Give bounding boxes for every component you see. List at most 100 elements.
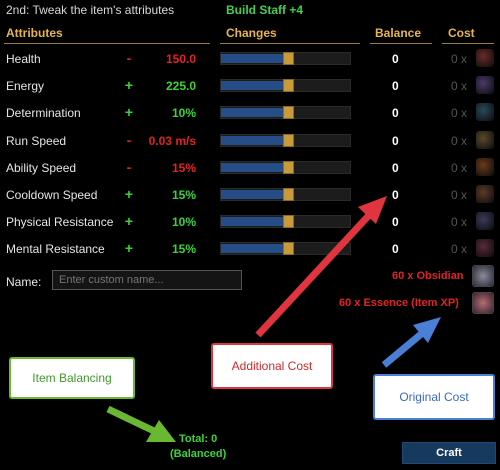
attribute-slider[interactable] xyxy=(220,160,351,174)
essence-icon xyxy=(472,292,494,314)
item-balancing-callout: Item Balancing xyxy=(9,357,135,399)
balanced-status: (Balanced) xyxy=(170,448,227,460)
attribute-row: Cooldown Speed +15% 0 0 x xyxy=(0,183,500,210)
attribute-name: Run Speed xyxy=(6,133,67,148)
total-balance: Total: 0 (Balanced) xyxy=(170,432,226,462)
attribute-cost: 0 x xyxy=(451,52,468,66)
slider-fill xyxy=(221,162,283,172)
slider-thumb[interactable] xyxy=(283,215,294,229)
attribute-row: Physical Resistance +10% 0 0 x xyxy=(0,210,500,237)
attribute-slider[interactable] xyxy=(220,79,351,93)
attribute-name: Energy xyxy=(6,79,45,94)
attribute-row: Run Speed - 0.03 m/s 0 0 x xyxy=(0,129,500,156)
total-value: Total: 0 xyxy=(178,433,218,445)
material-icon xyxy=(476,157,494,176)
attribute-value: 225.0 xyxy=(165,79,196,94)
header-divider xyxy=(4,43,210,44)
slider-thumb[interactable] xyxy=(283,79,294,93)
material-icon xyxy=(476,239,494,258)
red-arrowhead xyxy=(358,196,387,224)
attribute-balance: 0 xyxy=(392,106,399,121)
attribute-cost: 0 x xyxy=(451,215,468,230)
attribute-row: Determination +10% 0 0 x xyxy=(0,101,500,128)
attribute-cost: 0 x xyxy=(451,133,468,148)
slider-thumb[interactable] xyxy=(283,133,294,147)
slider-thumb[interactable] xyxy=(283,242,294,256)
custom-name-input[interactable] xyxy=(52,270,242,290)
green-arrowhead xyxy=(146,420,176,442)
item-name: Build Staff +4 xyxy=(226,3,304,17)
red-arrow-shaft xyxy=(255,209,375,338)
attribute-slider[interactable] xyxy=(220,188,351,201)
attribute-value: 10% xyxy=(171,215,196,230)
slider-fill xyxy=(221,217,283,227)
attribute-cost: 0 x xyxy=(451,188,468,202)
attribute-balance: 0 xyxy=(392,133,399,148)
attribute-value: 10% xyxy=(171,106,196,121)
attribute-sign: - xyxy=(126,158,132,175)
attribute-slider[interactable] xyxy=(220,242,351,256)
additional-cost-callout: Additional Cost xyxy=(211,343,333,389)
column-header-attributes: Attributes xyxy=(6,26,63,40)
craft-button[interactable]: Craft xyxy=(402,442,496,464)
column-header-balance: Balance xyxy=(375,26,422,40)
green-arrow-shaft xyxy=(106,405,156,435)
slider-thumb[interactable] xyxy=(283,106,294,120)
column-header-cost: Cost xyxy=(448,26,475,40)
material-icon xyxy=(476,49,494,67)
material-icon xyxy=(476,185,494,203)
slider-fill xyxy=(221,81,283,91)
header-divider xyxy=(370,43,432,44)
header-divider xyxy=(220,43,360,44)
slider-fill xyxy=(221,135,283,145)
material-icon xyxy=(476,212,494,231)
attribute-value: 150.0 xyxy=(165,52,196,66)
attribute-balance: 0 xyxy=(392,52,399,66)
slider-fill xyxy=(221,54,283,63)
attribute-name: Physical Resistance xyxy=(6,215,114,230)
attribute-name: Determination xyxy=(6,106,81,121)
attribute-value: 15% xyxy=(171,242,196,257)
blue-arrowhead xyxy=(413,317,441,343)
attribute-sign: + xyxy=(124,213,134,230)
blue-arrow-shaft xyxy=(381,327,429,368)
attribute-name: Cooldown Speed xyxy=(6,188,98,202)
obsidian-icon xyxy=(472,265,494,287)
slider-thumb[interactable] xyxy=(283,188,294,201)
attribute-row: Mental Resistance +15% 0 0 x xyxy=(0,237,500,264)
original-cost-callout: Original Cost xyxy=(373,374,495,420)
attribute-value: 0.03 m/s xyxy=(148,133,196,148)
material-icon xyxy=(476,130,494,149)
material-icon xyxy=(476,103,494,122)
essence-cost: 60 x Essence (Item XP) xyxy=(339,297,459,309)
obsidian-cost: 60 x Obsidian xyxy=(392,270,464,282)
column-header-changes: Changes xyxy=(226,26,277,40)
attribute-sign: + xyxy=(124,186,134,202)
attribute-balance: 0 xyxy=(392,160,399,175)
panel-title: 2nd: Tweak the item's attributes xyxy=(6,3,175,17)
name-label: Name: xyxy=(6,275,42,289)
attribute-name: Ability Speed xyxy=(6,160,77,175)
attribute-value: 15% xyxy=(171,188,196,202)
slider-fill xyxy=(221,190,283,199)
slider-fill xyxy=(221,244,283,254)
attribute-cost: 0 x xyxy=(451,160,468,175)
attribute-balance: 0 xyxy=(392,215,399,230)
attribute-row: Ability Speed - 15% 0 0 x xyxy=(0,156,500,183)
attribute-slider[interactable] xyxy=(220,215,351,229)
slider-thumb[interactable] xyxy=(283,52,294,65)
slider-thumb[interactable] xyxy=(283,160,294,174)
material-icon xyxy=(476,76,494,95)
attribute-slider[interactable] xyxy=(220,133,351,147)
attribute-sign: + xyxy=(124,77,134,94)
attribute-balance: 0 xyxy=(392,242,399,257)
attribute-cost: 0 x xyxy=(451,79,468,94)
attribute-cost: 0 x xyxy=(451,106,468,121)
attribute-name: Health xyxy=(6,52,41,66)
header-divider xyxy=(442,43,494,44)
attribute-balance: 0 xyxy=(392,79,399,94)
attribute-slider[interactable] xyxy=(220,52,351,65)
attribute-slider[interactable] xyxy=(220,106,351,120)
attribute-row: Health - 150.0 0 0 x xyxy=(0,47,500,74)
